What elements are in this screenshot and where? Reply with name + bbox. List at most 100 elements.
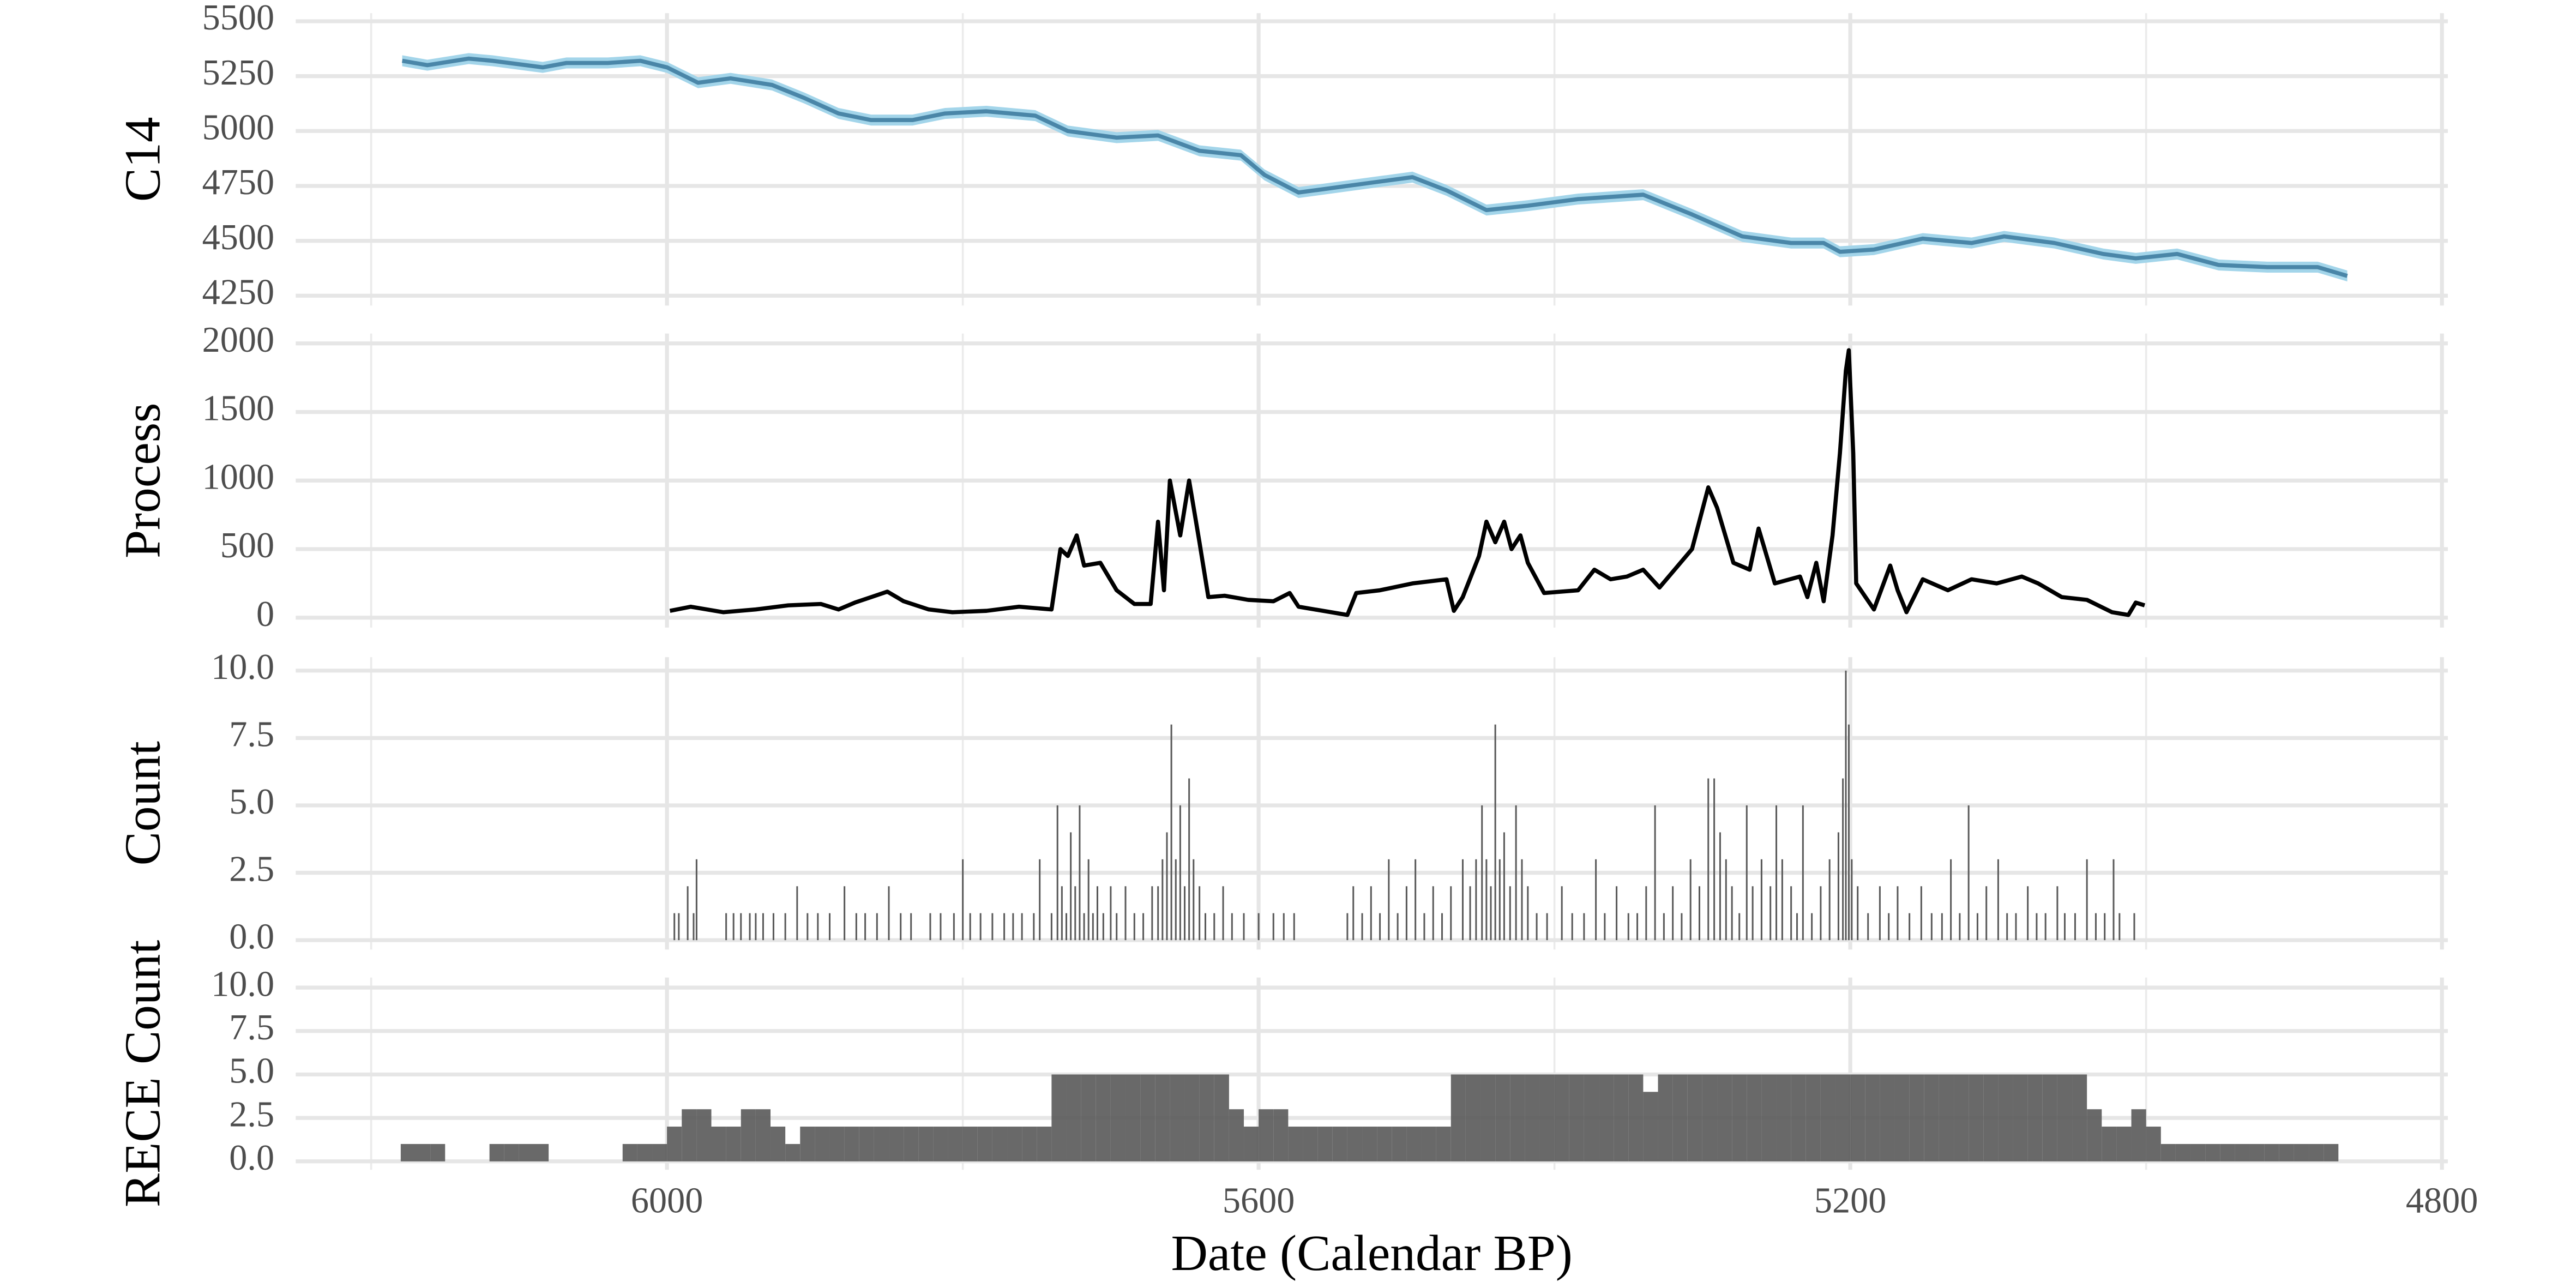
x-axis-title: Date (Calendar BP) — [1171, 1225, 1572, 1281]
bar — [1110, 886, 1112, 941]
bar — [622, 1143, 637, 1161]
bar — [755, 1109, 771, 1161]
bar — [2264, 1143, 2279, 1161]
bar — [1352, 886, 1355, 941]
bar — [504, 1143, 519, 1161]
bar — [1229, 1109, 1244, 1161]
bar — [1654, 805, 1656, 941]
bar — [1983, 1074, 1999, 1161]
bar — [1681, 913, 1683, 941]
bar — [1985, 886, 1988, 941]
bar — [732, 913, 735, 941]
bar — [844, 886, 846, 941]
bar — [1595, 859, 1597, 941]
bar — [1288, 1127, 1303, 1161]
bar — [1599, 1074, 1614, 1161]
bar — [416, 1143, 431, 1161]
bar — [1087, 859, 1090, 941]
bar — [2006, 913, 2008, 941]
bar — [1303, 1127, 1318, 1161]
bar — [1969, 1074, 1984, 1161]
bar — [1213, 913, 1215, 941]
bar — [874, 1127, 889, 1161]
bar — [1184, 1074, 1200, 1161]
bar — [2104, 913, 2106, 941]
bar — [1392, 1127, 1407, 1161]
bar — [1110, 1074, 1126, 1161]
y-axis-title: RECE Count — [115, 940, 171, 1207]
bar — [741, 1109, 756, 1161]
bar — [1214, 1074, 1229, 1161]
bar — [1820, 1074, 1836, 1161]
bar — [1498, 859, 1501, 941]
bar — [1423, 913, 1425, 941]
bar — [1450, 886, 1452, 941]
bar — [1272, 913, 1274, 941]
bar — [637, 1143, 653, 1161]
bar — [1461, 859, 1464, 941]
bar — [1007, 1127, 1022, 1161]
bar — [696, 1109, 712, 1161]
bar — [1702, 1074, 1718, 1161]
bar — [1151, 886, 1153, 941]
y-tick-label: 4250 — [202, 272, 275, 312]
bar — [1725, 859, 1727, 941]
bar — [940, 913, 942, 941]
data-line — [401, 56, 2348, 278]
bar — [1909, 913, 1911, 941]
bar — [1490, 886, 1492, 941]
bar — [1157, 886, 1159, 941]
bar — [1033, 913, 1035, 941]
bar — [1083, 913, 1085, 941]
bar — [1415, 859, 1417, 941]
bar — [740, 913, 742, 941]
bar — [1636, 913, 1639, 941]
bar — [430, 1143, 446, 1161]
bar — [1851, 859, 1853, 941]
bar — [1347, 1127, 1363, 1161]
bar — [1379, 913, 1381, 941]
bar — [1554, 1074, 1569, 1161]
bar — [1161, 859, 1164, 941]
y-tick-label: 5.0 — [229, 782, 274, 822]
bar — [2205, 1143, 2220, 1161]
bar — [725, 913, 727, 941]
bar — [1243, 913, 1245, 941]
bar — [855, 913, 857, 941]
x-tick-label: 5200 — [1814, 1181, 1887, 1221]
bar — [1332, 1127, 1347, 1161]
y-tick-label: 0.0 — [229, 917, 274, 956]
bar — [2044, 913, 2047, 941]
bar — [693, 913, 695, 941]
bar — [962, 1127, 978, 1161]
bar — [1193, 859, 1195, 941]
y-tick-label: 10.0 — [211, 647, 274, 687]
bar — [991, 913, 994, 941]
bar — [1616, 886, 1618, 941]
bar — [864, 913, 866, 941]
bar — [695, 859, 697, 941]
y-axis-title: Process — [115, 403, 171, 558]
bar — [1346, 913, 1349, 941]
bar — [1561, 886, 1563, 941]
bar — [1126, 1074, 1141, 1161]
bar — [1199, 886, 1201, 941]
bar — [910, 913, 912, 941]
bar — [1719, 832, 1721, 941]
bar — [1776, 1074, 1791, 1161]
bar — [1370, 886, 1372, 941]
bar — [2063, 913, 2066, 941]
bar — [817, 913, 819, 941]
bar — [682, 1109, 697, 1161]
bar — [900, 913, 902, 941]
bar — [1495, 1074, 1510, 1161]
bar — [1244, 1127, 1259, 1161]
y-axis-title: C14 — [115, 117, 171, 202]
bar — [2146, 1127, 2161, 1161]
bar — [1436, 1127, 1451, 1161]
bar — [2027, 886, 2029, 941]
bar — [1811, 913, 1813, 941]
bar — [1527, 886, 1529, 941]
bar — [1022, 1127, 1037, 1161]
bar — [1142, 913, 1145, 941]
